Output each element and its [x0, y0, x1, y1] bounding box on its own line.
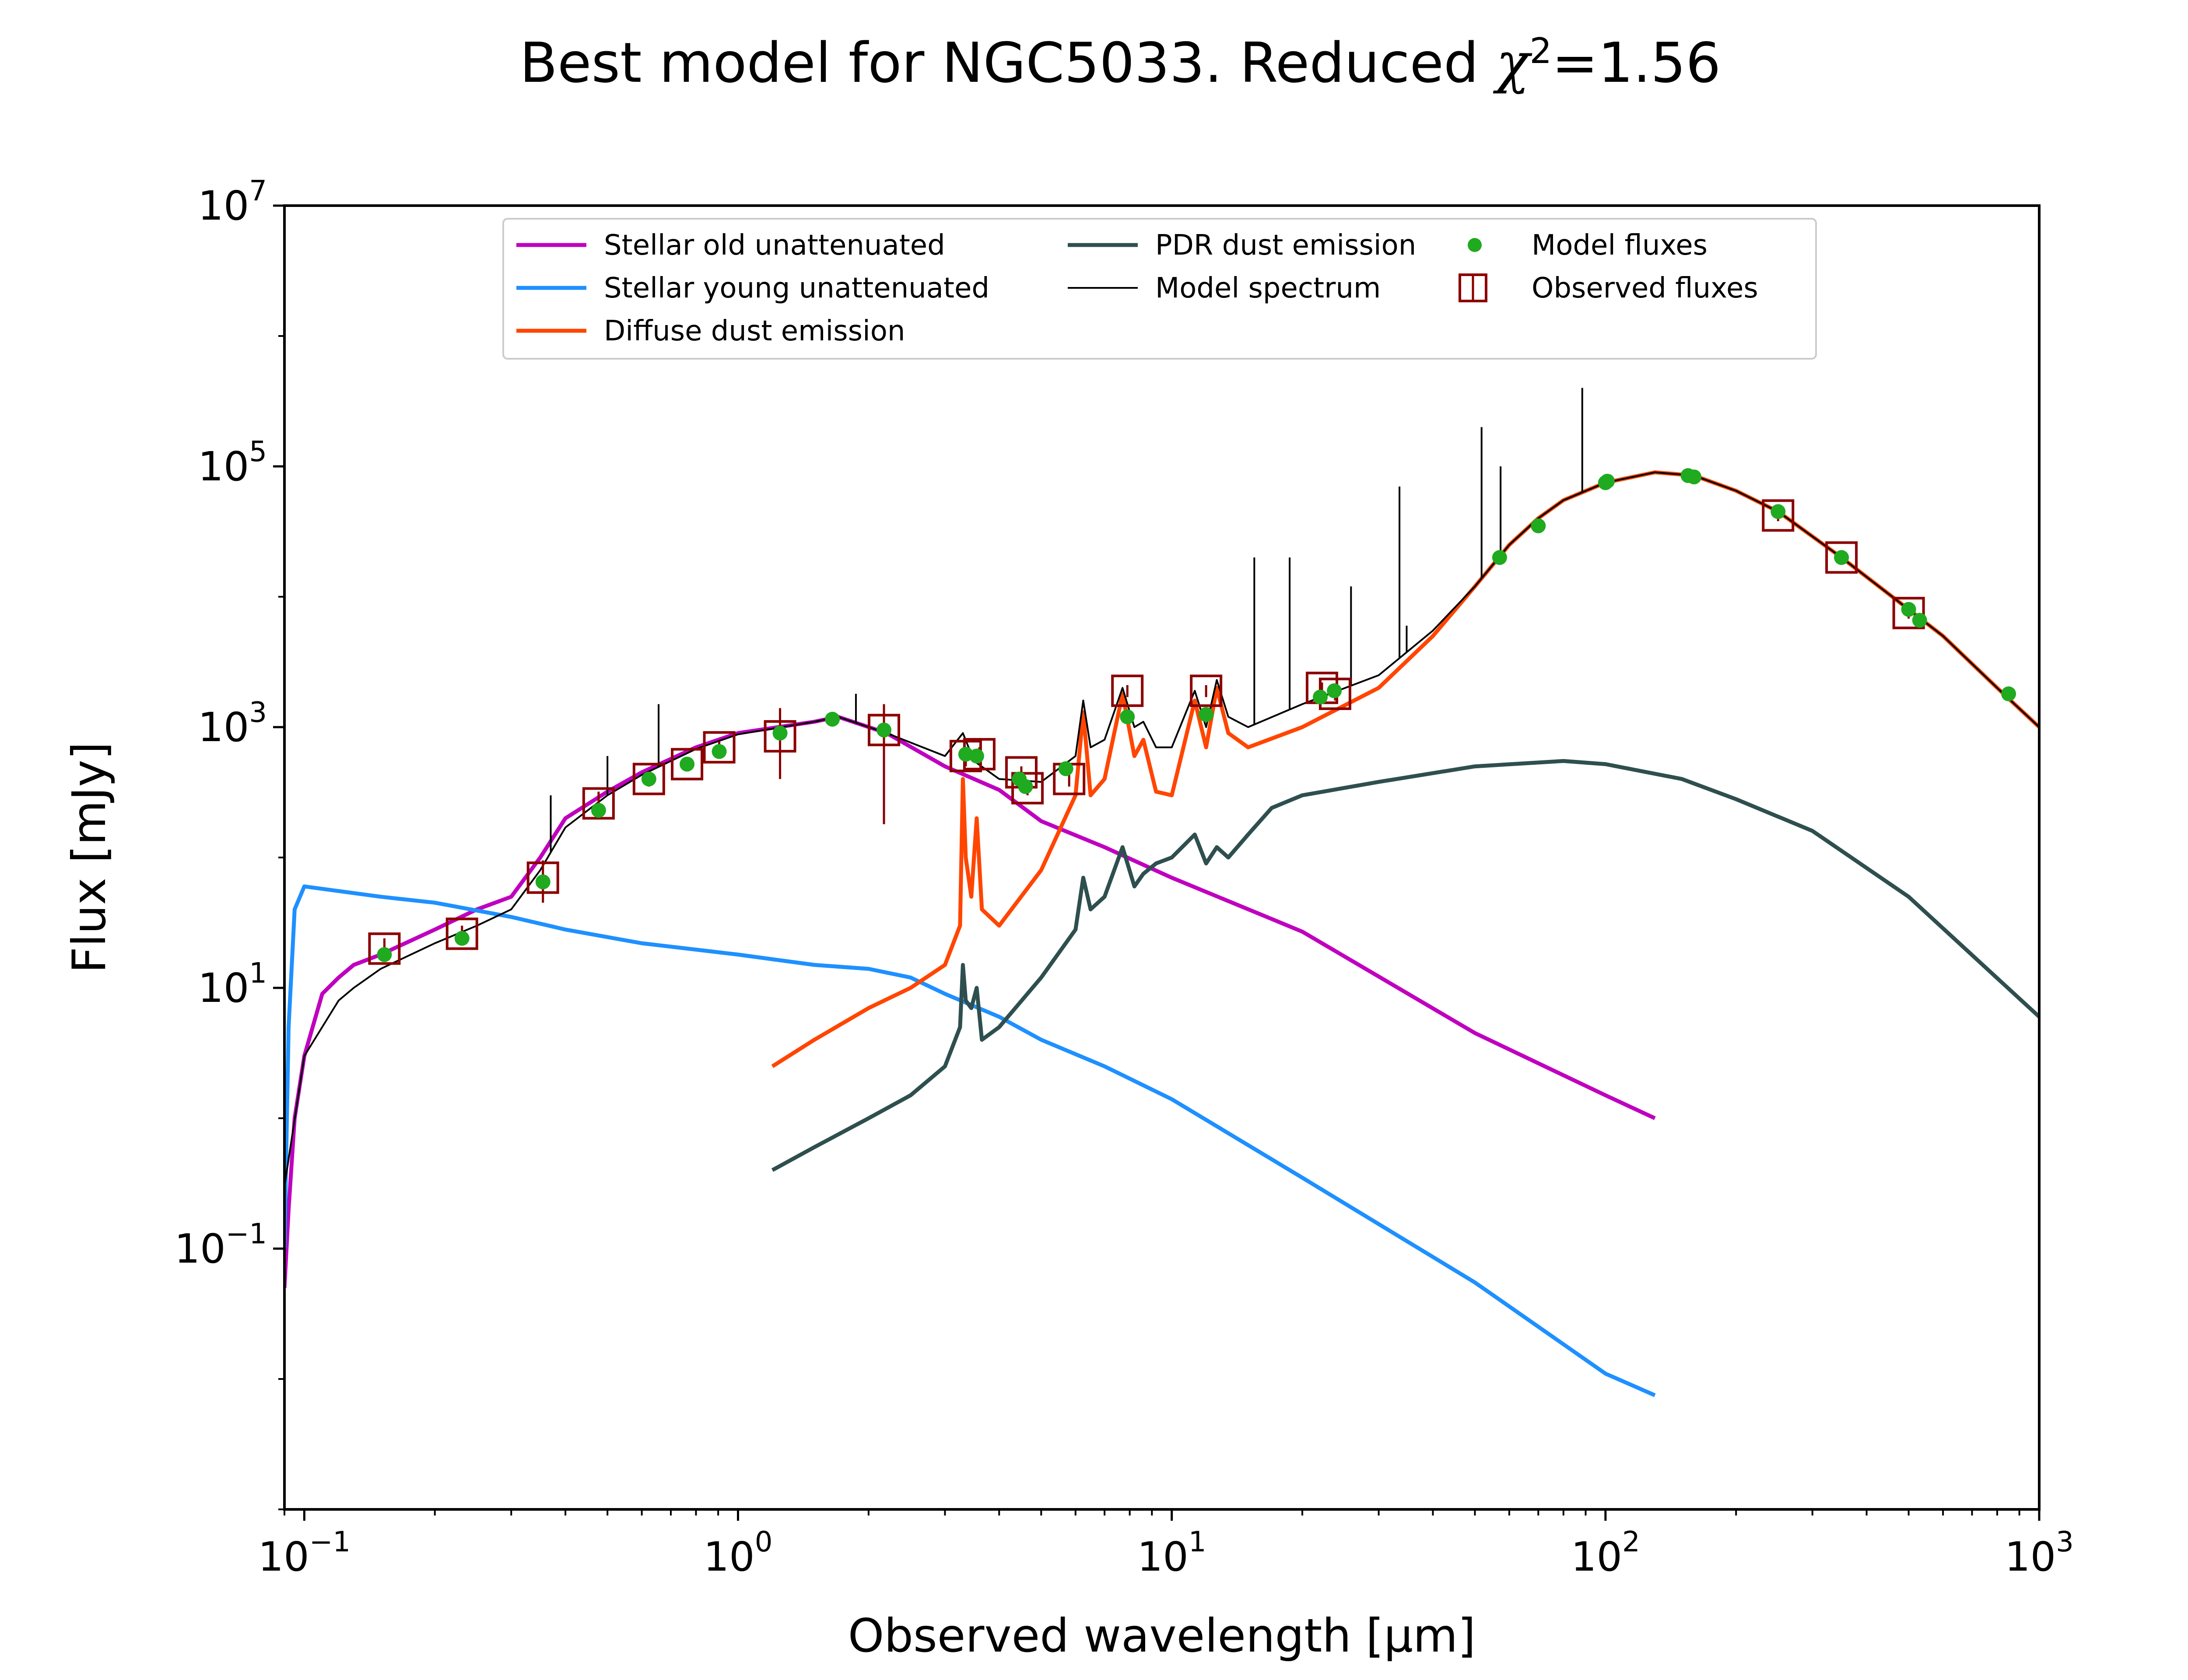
legend-label-5: Model fluxes	[1532, 229, 1708, 262]
legend-label-3: PDR dust emission	[1155, 229, 1416, 262]
observed-flux-4	[632, 763, 665, 795]
legend-label-6: Observed fluxes	[1532, 272, 1758, 304]
model-flux-2	[535, 874, 551, 889]
observed-flux-15	[1190, 674, 1223, 707]
y-tick-label-4: 107	[198, 175, 267, 229]
legend-label-1: Stellar young unattenuated	[604, 272, 989, 304]
model-flux-18	[1327, 683, 1342, 698]
y-tick-label-2: 103	[198, 696, 267, 751]
observed-flux-12	[1011, 772, 1044, 805]
y-axis-label: Flux [mJy]	[63, 742, 116, 973]
model-flux-13	[1018, 779, 1033, 794]
model-flux-17	[1313, 690, 1328, 705]
series-line-1	[284, 884, 1656, 1397]
x-tick-label-1: 100	[704, 1526, 773, 1580]
model-flux-11	[969, 749, 984, 764]
observed-flux-2	[526, 861, 559, 894]
observed-flux-6	[703, 731, 736, 764]
x-tick-label-3: 102	[1571, 1526, 1640, 1580]
model-flux-4	[641, 771, 656, 787]
model-flux-14	[1058, 761, 1073, 776]
legend-label-4: Model spectrum	[1155, 272, 1381, 304]
observed-flux-3	[582, 787, 615, 820]
observed-flux-0	[368, 932, 401, 965]
legend-label-2: Diffuse dust emission	[604, 315, 905, 347]
legend-box	[502, 218, 1817, 360]
model-flux-8	[825, 711, 840, 727]
observed-flux-18	[1762, 499, 1795, 532]
model-flux-1	[454, 931, 470, 946]
x-tick-label-2: 101	[1137, 1526, 1206, 1580]
model-flux-28	[1912, 612, 1927, 628]
x-tick-label-0: 10−1	[258, 1526, 351, 1580]
model-flux-15	[1120, 709, 1135, 724]
model-flux-27	[1901, 602, 1916, 617]
observed-flux-20	[1892, 597, 1925, 630]
y-tick-label-0: 10−1	[175, 1218, 267, 1272]
series-line-3	[771, 759, 2039, 1172]
model-flux-20	[1531, 518, 1546, 533]
model-flux-7	[772, 725, 788, 741]
legend-label-0: Stellar old unattenuated	[604, 229, 945, 262]
legend-swatch-5	[1468, 238, 1482, 252]
model-flux-3	[591, 803, 606, 818]
model-flux-9	[877, 722, 892, 738]
chart-title: Best model for NGC5033. Reduced χ2=1.56	[519, 31, 1721, 95]
series-line-4	[284, 471, 2039, 1187]
x-tick-label-4: 103	[2005, 1526, 2074, 1580]
y-tick-label-3: 105	[198, 436, 267, 490]
chi-exponent: 2	[1529, 31, 1552, 71]
model-flux-22	[1600, 473, 1615, 489]
model-flux-29	[2001, 686, 2016, 701]
y-tick-label-1: 101	[198, 957, 267, 1012]
x-axis-label: Observed wavelength [μm]	[848, 1609, 1476, 1662]
legend: Stellar old unattenuated Stellar young un…	[502, 218, 1817, 360]
model-flux-0	[377, 947, 392, 962]
model-flux-16	[1199, 707, 1214, 722]
observed-flux-7	[764, 720, 796, 753]
model-flux-19	[1492, 550, 1507, 565]
model-flux-10	[958, 746, 973, 762]
observed-flux-1	[445, 917, 478, 950]
observed-flux-14	[1111, 674, 1144, 707]
model-flux-25	[1771, 504, 1786, 519]
model-flux-24	[1687, 469, 1702, 485]
model-flux-5	[680, 756, 695, 772]
observed-flux-19	[1825, 541, 1858, 574]
observed-flux-8	[868, 714, 901, 746]
model-flux-26	[1834, 550, 1849, 565]
model-flux-6	[712, 744, 727, 759]
observed-flux-5	[671, 748, 704, 780]
chi-symbol: χ	[1496, 31, 1530, 95]
